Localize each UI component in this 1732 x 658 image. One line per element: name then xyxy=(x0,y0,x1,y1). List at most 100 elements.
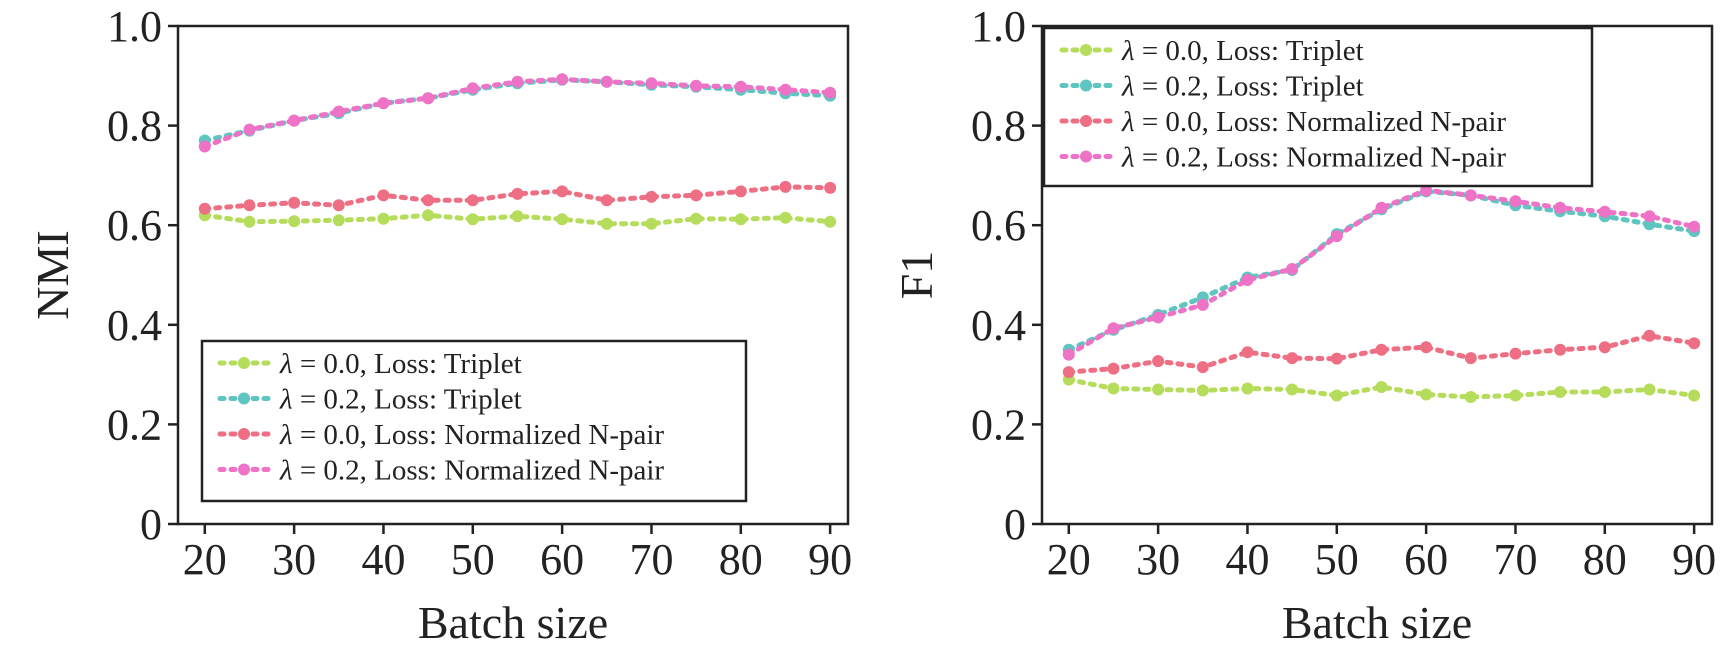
series-3 xyxy=(1062,329,1701,379)
data-point xyxy=(1286,383,1299,396)
data-point xyxy=(1554,201,1567,214)
legend-swatch-marker xyxy=(238,392,250,405)
data-point xyxy=(1643,210,1656,223)
legend-swatch-marker xyxy=(1080,79,1092,92)
y-tick-label: 0 xyxy=(1004,500,1026,549)
y-tick-label: 0.8 xyxy=(107,102,162,151)
series-3 xyxy=(198,180,837,215)
x-tick-label: 40 xyxy=(1225,535,1269,584)
data-point xyxy=(824,86,837,99)
data-point xyxy=(243,123,256,136)
data-point xyxy=(511,187,524,200)
data-point xyxy=(1062,366,1075,379)
data-point xyxy=(1464,189,1477,202)
y-tick-label: 0.6 xyxy=(971,201,1026,250)
data-point xyxy=(1420,184,1433,197)
data-point xyxy=(1375,381,1388,394)
data-point xyxy=(1509,195,1522,208)
data-point xyxy=(377,189,390,202)
x-tick-label: 70 xyxy=(1493,535,1537,584)
legend-box xyxy=(200,339,748,503)
data-point xyxy=(377,212,390,225)
data-point xyxy=(1152,311,1165,324)
data-point xyxy=(734,185,747,198)
x-tick-label: 90 xyxy=(1672,535,1716,584)
data-point xyxy=(734,213,747,226)
data-point xyxy=(511,210,524,223)
data-point xyxy=(1152,383,1165,396)
x-tick-label: 90 xyxy=(808,535,852,584)
data-point xyxy=(1375,343,1388,356)
y-tick-label: 1.0 xyxy=(107,2,162,51)
data-point xyxy=(332,105,345,118)
legend-item: λ = 0.0, Loss: Triplet xyxy=(1059,35,1364,67)
x-tick-label: 40 xyxy=(361,535,405,584)
x-tick-label: 50 xyxy=(451,535,495,584)
data-point xyxy=(332,214,345,227)
data-point xyxy=(779,83,792,96)
legend-label: λ = 0.2, Loss: Triplet xyxy=(279,384,522,416)
data-point xyxy=(1107,382,1120,395)
data-point xyxy=(1286,263,1299,276)
legend-box xyxy=(1042,26,1594,188)
data-point xyxy=(690,79,703,92)
data-point xyxy=(1509,389,1522,402)
data-point xyxy=(600,194,613,207)
data-point xyxy=(556,185,569,198)
y-tick-label: 0.8 xyxy=(971,102,1026,151)
data-point xyxy=(332,199,345,212)
data-point xyxy=(1196,384,1209,397)
data-point xyxy=(422,194,435,207)
x-tick-label: 70 xyxy=(629,535,673,584)
plot-frame xyxy=(176,24,850,526)
data-point xyxy=(1062,348,1075,361)
legend-label: λ = 0.0, Loss: Triplet xyxy=(279,348,522,380)
data-point xyxy=(288,114,301,127)
data-point xyxy=(824,181,837,194)
y-tick-label: 0.4 xyxy=(971,301,1026,350)
data-point xyxy=(422,92,435,105)
x-tick-label: 30 xyxy=(272,535,316,584)
data-point xyxy=(1464,391,1477,404)
legend-swatch-marker xyxy=(1080,150,1092,163)
data-point xyxy=(645,217,658,230)
chart-2: 0 0.2 0.4 0.6 0.8 1.0 20 30 40 50 60 70 80 90 Batch si… xyxy=(891,2,1716,648)
legend-label: λ = 0.2, Loss: Normalized N-pair xyxy=(279,455,664,487)
data-point xyxy=(243,199,256,212)
data-point xyxy=(1241,273,1254,286)
data-point xyxy=(1688,389,1701,402)
legend-item: λ = 0.0, Loss: Triplet xyxy=(217,348,522,380)
y-tick-label: 0.2 xyxy=(971,400,1026,449)
x-tick-label: 80 xyxy=(719,535,763,584)
legend-item: λ = 0.2, Loss: Normalized N-pair xyxy=(1059,142,1506,174)
legend-swatch-marker xyxy=(1080,115,1092,127)
legend-swatch-marker xyxy=(1080,44,1092,56)
data-point xyxy=(1196,298,1209,311)
data-point xyxy=(1241,346,1254,359)
series-1 xyxy=(198,209,837,230)
data-point xyxy=(645,77,658,90)
data-point xyxy=(1330,230,1343,243)
data-point xyxy=(1554,386,1567,399)
x-tick-label: 30 xyxy=(1136,535,1180,584)
data-point xyxy=(600,75,613,88)
data-point xyxy=(377,97,390,110)
y-axis-label: NMI xyxy=(27,230,78,319)
data-point xyxy=(466,213,479,226)
chart-1: 0 0.2 0.4 0.6 0.8 1.0 20 30 40 50 60 70 80 90 Batch si… xyxy=(27,2,852,648)
data-point xyxy=(1107,362,1120,375)
data-point xyxy=(779,211,792,224)
x-axis-label: Batch size xyxy=(1282,597,1472,648)
data-point xyxy=(1643,329,1656,342)
data-point xyxy=(198,140,211,153)
data-point xyxy=(1330,389,1343,402)
data-point xyxy=(1598,386,1611,399)
legend-item: λ = 0.0, Loss: Normalized N-pair xyxy=(217,419,664,451)
legend-label: λ = 0.0, Loss: Triplet xyxy=(1121,35,1364,67)
data-point xyxy=(1688,220,1701,233)
series-1 xyxy=(1062,373,1701,404)
x-tick-label: 50 xyxy=(1315,535,1359,584)
y-tick-label: 1.0 xyxy=(971,2,1026,51)
